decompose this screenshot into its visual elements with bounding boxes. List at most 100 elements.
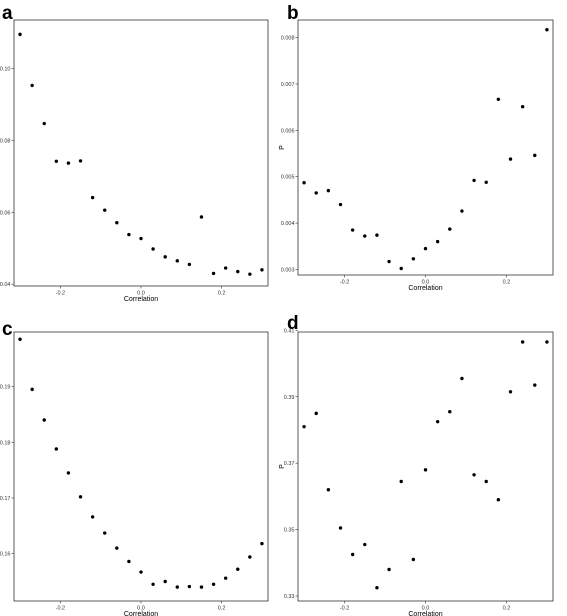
data-point — [314, 191, 318, 195]
y-tick-label: 0.17 — [0, 496, 11, 502]
data-point — [350, 228, 355, 232]
x-tick-label: -0.2 — [56, 606, 65, 612]
data-point — [103, 531, 107, 535]
y-tick-label: 0.007 — [281, 82, 295, 88]
data-point — [520, 105, 525, 109]
plot-frame — [297, 19, 554, 276]
data-point — [375, 233, 379, 237]
data-point — [18, 337, 22, 341]
data-point — [248, 272, 252, 276]
data-point — [520, 340, 525, 344]
data-point — [175, 585, 179, 589]
y-tick-label: 0.005 — [281, 175, 295, 181]
data-point — [387, 567, 391, 572]
data-point — [326, 488, 331, 492]
y-tick-label: 0.08 — [0, 138, 11, 144]
data-point — [127, 559, 131, 564]
data-point — [423, 468, 428, 472]
x-tick-label: 0.2 — [218, 291, 226, 297]
data-point — [236, 269, 240, 274]
data-point — [103, 208, 107, 212]
panel-a: a -0.2 0.0 0.2 0.04 0.06 0.08 0.10 Correlation — [0, 3, 269, 303]
x-axis-title: Correlation — [408, 285, 442, 292]
data-point — [399, 479, 403, 484]
data-point — [508, 157, 513, 161]
y-axis-title: P — [279, 464, 286, 469]
x-tick-label: -0.2 — [340, 606, 349, 612]
data-point — [199, 215, 204, 219]
panel-letter-b: b — [287, 3, 299, 24]
x-tick-label: 0.0 — [137, 606, 145, 612]
y-axis-title: P — [279, 145, 286, 150]
y-tick-label: 0.33 — [284, 594, 295, 600]
data-point — [248, 555, 252, 559]
x-tick-label: 0.2 — [218, 606, 226, 612]
plot-frame — [13, 19, 269, 287]
data-point — [508, 390, 513, 394]
data-point — [326, 188, 331, 193]
data-point — [460, 209, 464, 213]
data-point — [211, 271, 216, 276]
data-point — [42, 418, 46, 422]
data-point — [151, 247, 155, 251]
y-tick-label: 0.18 — [0, 440, 11, 446]
data-point — [338, 526, 343, 530]
x-tick-label: 0.0 — [422, 606, 430, 612]
data-point — [187, 584, 192, 589]
data-point — [78, 159, 83, 163]
data-point — [302, 181, 306, 185]
data-point — [115, 546, 119, 550]
data-point — [423, 246, 428, 251]
data-point — [411, 257, 416, 261]
data-point — [411, 557, 416, 562]
data-point — [236, 567, 240, 571]
y-tick-label: 0.19 — [0, 385, 11, 391]
data-point — [545, 340, 549, 344]
y-tick-label: 0.35 — [284, 528, 295, 534]
data-point — [30, 387, 34, 392]
data-point — [448, 227, 452, 231]
data-point — [314, 411, 318, 416]
data-point — [387, 259, 391, 264]
data-point — [54, 159, 59, 163]
data-point — [545, 28, 549, 32]
data-point — [435, 419, 440, 424]
data-point — [363, 234, 367, 238]
data-point — [30, 83, 34, 88]
y-tick-label: 0.006 — [281, 128, 295, 134]
data-point — [460, 376, 464, 381]
data-point — [435, 239, 440, 244]
x-axis-title: Correlation — [124, 611, 158, 616]
data-point — [66, 471, 71, 475]
plot-frame — [297, 331, 554, 602]
y-tick-label: 0.008 — [281, 36, 295, 42]
x-tick-label: 0.2 — [503, 606, 511, 612]
data-point — [350, 552, 355, 557]
data-point — [260, 541, 264, 546]
data-point — [187, 262, 192, 267]
data-point — [496, 97, 501, 101]
data-point — [223, 576, 228, 580]
x-tick-label: 0.0 — [137, 291, 145, 297]
data-point — [127, 232, 131, 237]
data-point — [139, 570, 143, 574]
data-point — [302, 424, 306, 429]
panel-letter-d: d — [287, 313, 299, 334]
data-point — [484, 479, 488, 484]
data-point — [533, 153, 537, 158]
panel-letter-c: c — [2, 319, 13, 340]
x-tick-label: 0.2 — [503, 280, 511, 286]
y-tick-label: 0.41 — [284, 328, 295, 334]
data-point — [139, 236, 143, 241]
y-tick-label: 0.39 — [284, 395, 295, 401]
data-point — [338, 202, 343, 207]
panel-b: b -0.2 0.0 0.2 0.003 0.004 0.005 0.006 0.007 0.00… — [279, 3, 554, 292]
data-point — [42, 121, 46, 126]
y-tick-label: 0.004 — [281, 221, 295, 227]
x-tick-label: -0.2 — [340, 280, 349, 286]
x-tick-label: -0.2 — [56, 291, 65, 297]
y-tick-label: 0.04 — [0, 282, 11, 288]
data-point — [199, 585, 204, 589]
data-point — [66, 161, 71, 165]
